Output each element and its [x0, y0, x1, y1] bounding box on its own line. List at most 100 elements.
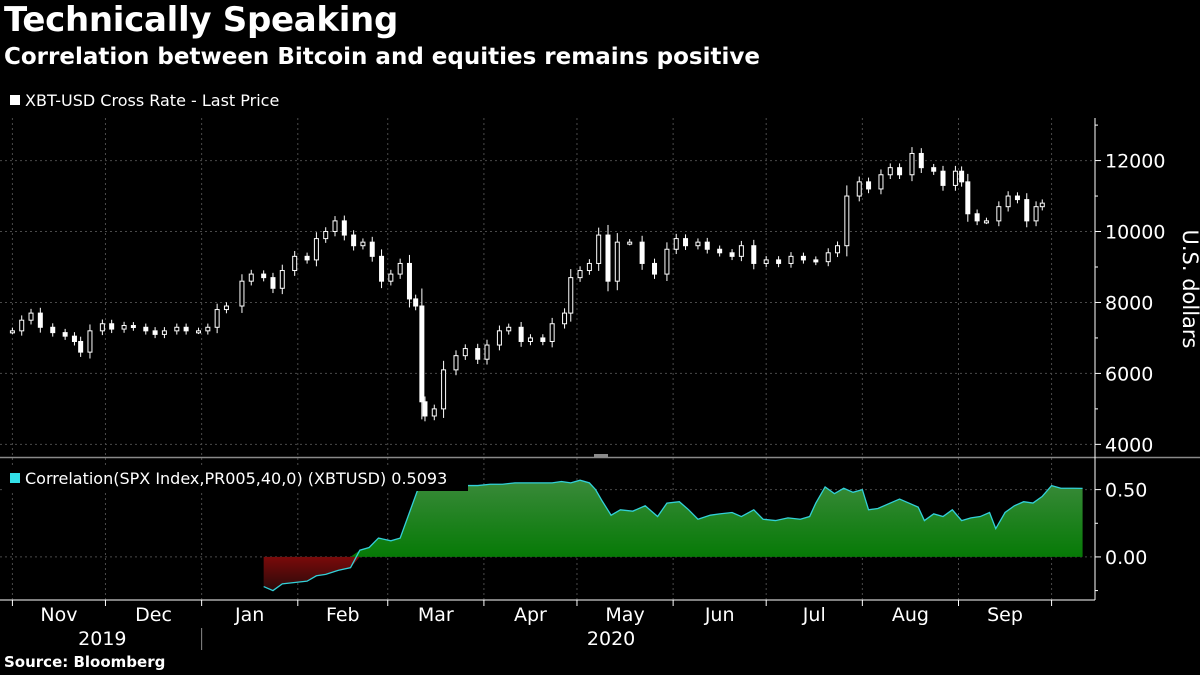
candle-body	[261, 273, 267, 279]
candle-body	[87, 330, 93, 353]
candle-body	[196, 330, 202, 334]
correlation-y-tick-label: 0.00	[1105, 547, 1147, 569]
candle-body	[540, 337, 546, 342]
candle-body	[441, 369, 447, 410]
candle-body	[161, 330, 167, 335]
candle-body	[422, 401, 428, 417]
chart-title: Technically Speaking	[4, 0, 398, 40]
candle-body	[652, 262, 658, 275]
candle-body	[704, 241, 710, 250]
candle-body	[406, 262, 412, 300]
price-candlestick-series	[9, 147, 1045, 422]
candle-body	[453, 355, 459, 371]
candle-body	[214, 309, 220, 328]
candle-body	[605, 234, 611, 282]
x-year-label: 2020	[587, 628, 635, 650]
candle-body	[1014, 195, 1020, 201]
candle-body	[496, 330, 502, 346]
correlation-legend-label: Correlation(SPX Index,PR005,40,0) (XBTUS…	[25, 469, 447, 488]
correlation-y-tick-label: 0.50	[1105, 480, 1147, 502]
candle-body	[897, 167, 903, 176]
candle-body	[527, 337, 533, 342]
candle-body	[292, 255, 298, 272]
candle-body	[369, 241, 375, 257]
candle-body	[965, 181, 971, 215]
candle-body	[518, 326, 524, 342]
candle-body	[78, 340, 84, 353]
candle-body	[332, 220, 338, 233]
candle-body	[323, 231, 329, 240]
candle-body	[351, 234, 357, 247]
price-y-tick-label: 8000	[1105, 292, 1153, 314]
candle-body	[19, 319, 25, 332]
candle-body	[959, 170, 965, 183]
candle-body	[596, 234, 602, 264]
price-legend-swatch	[10, 95, 20, 105]
y-axis-title: U.S. dollars	[1178, 229, 1200, 348]
candle-body	[996, 206, 1002, 222]
candle-body	[223, 305, 229, 311]
candle-body	[1033, 206, 1039, 222]
candle-body	[918, 152, 924, 169]
candle-body	[788, 255, 794, 264]
correlation-positive-fill	[263, 480, 1083, 557]
candle-body	[776, 259, 782, 264]
candle-body	[506, 326, 512, 332]
candle-body	[813, 259, 819, 263]
candle-body	[1005, 195, 1011, 208]
candle-body	[577, 270, 583, 279]
price-y-tick-label: 12000	[1105, 151, 1165, 173]
chart-subtitle: Correlation between Bitcoin and equities…	[4, 44, 760, 70]
x-month-label: May	[605, 604, 644, 626]
candle-body	[121, 325, 127, 330]
candle-body	[627, 241, 633, 245]
candle-body	[313, 238, 319, 261]
candle-body	[99, 323, 105, 332]
candle-body	[835, 245, 841, 254]
panel-divider-handle	[594, 454, 608, 458]
candle-body	[37, 312, 43, 328]
candle-body	[462, 348, 468, 357]
candle-body	[683, 238, 689, 247]
candle-body	[844, 195, 850, 247]
candle-body	[109, 323, 115, 330]
candle-body	[673, 238, 679, 250]
candle-body	[974, 213, 980, 222]
candle-body	[174, 326, 180, 332]
candle-body	[304, 255, 310, 261]
correlation-negative-fill	[263, 556, 1083, 591]
candle-body	[341, 220, 347, 236]
x-month-label: Aug	[892, 604, 929, 626]
candle-body	[909, 152, 915, 176]
price-y-tick-label: 6000	[1105, 363, 1153, 385]
price-y-tick-label: 10000	[1105, 222, 1165, 244]
candle-body	[866, 181, 872, 190]
candle-body	[143, 326, 149, 332]
candle-body	[1039, 202, 1045, 208]
candle-body	[475, 348, 481, 360]
candle-body	[50, 326, 56, 334]
candle-body	[28, 312, 34, 321]
candle-body	[887, 167, 893, 176]
correlation-line	[263, 479, 1083, 592]
candle-body	[130, 325, 136, 329]
candle-body	[586, 262, 592, 272]
candle-body	[856, 181, 862, 197]
x-year-label: 2019	[78, 628, 126, 650]
x-month-label: Dec	[135, 604, 172, 626]
candle-body	[413, 298, 419, 307]
price-y-tick-label: 4000	[1105, 434, 1153, 456]
candle-body	[239, 280, 245, 307]
candle-body	[952, 170, 958, 186]
candle-body	[152, 330, 158, 335]
x-month-label: Jun	[704, 604, 735, 626]
candle-body	[183, 326, 189, 332]
candle-body	[360, 241, 366, 247]
candle-body	[751, 245, 757, 264]
candle-body	[614, 241, 620, 282]
price-legend-label: XBT-USD Cross Rate - Last Price	[25, 91, 279, 110]
candle-body	[379, 255, 385, 282]
candle-body	[388, 273, 394, 282]
candle-body	[397, 262, 403, 275]
candle-body	[983, 220, 989, 224]
